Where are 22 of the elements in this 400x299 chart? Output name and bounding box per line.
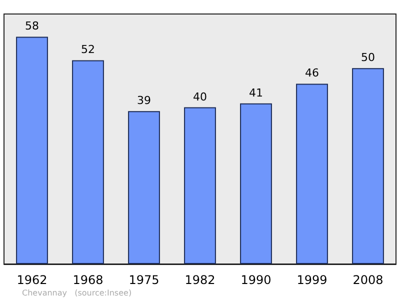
data-label: 39: [137, 94, 151, 108]
bar: [72, 60, 104, 264]
x-tick-label: 2008: [352, 273, 384, 287]
x-tick-label: 1982: [184, 273, 216, 287]
bar: [128, 111, 160, 264]
data-label: 58: [25, 20, 39, 33]
x-tick-label: 1999: [296, 273, 328, 287]
data-label: 50: [361, 51, 375, 64]
bar: [296, 84, 328, 264]
x-tick-label: 1968: [72, 273, 104, 287]
bar: [16, 36, 48, 264]
x-tick-label: 1962: [16, 273, 48, 287]
text: Chevannay (source:Insee): [22, 288, 132, 298]
data-label: 40: [193, 90, 207, 104]
data-label: 46: [305, 66, 319, 80]
bar: [240, 103, 272, 264]
data-label: 41: [249, 86, 263, 100]
x-tick-label: 1990: [240, 273, 272, 287]
bar: [184, 107, 216, 264]
data-label: 52: [81, 43, 95, 56]
x-tick-label: 1975: [128, 273, 160, 287]
bar: [352, 68, 384, 264]
